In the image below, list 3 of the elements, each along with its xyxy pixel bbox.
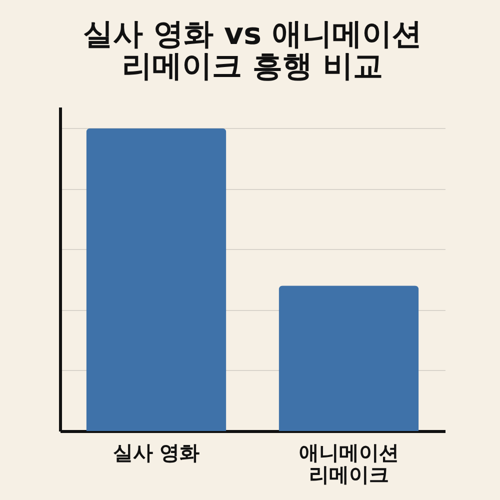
x-tick-label: 애니메이션 리메이크	[298, 440, 399, 486]
chart-title: 실사 영화 vs 애니메이션 리메이크 흥행 비교	[83, 17, 422, 84]
x-tick-label: 실사 영화	[112, 440, 200, 464]
